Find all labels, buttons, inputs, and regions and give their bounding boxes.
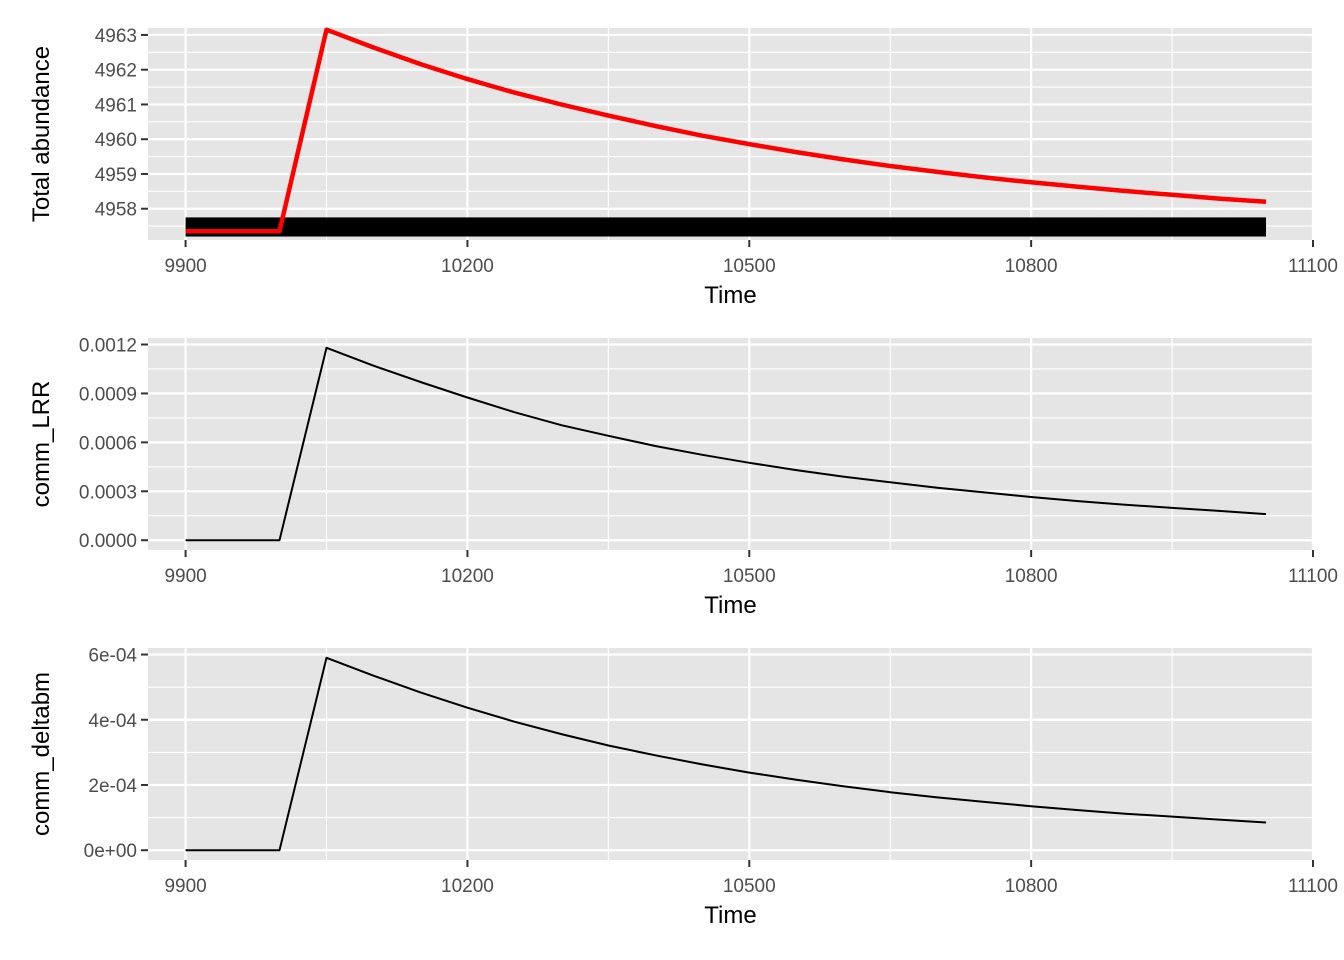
y-tick-label: 0.0000	[79, 531, 137, 552]
y-axis-title: comm_deltabm	[28, 672, 55, 836]
panel-1: 9900 10200 10500 10800 11100 4958 4959 4960 4961…	[28, 26, 1338, 309]
y-tick-label: 6e-04	[88, 646, 137, 667]
x-tick-label: 11100	[1288, 256, 1338, 277]
y-tick-label: 4962	[95, 61, 137, 82]
y-tick-label: 0.0003	[79, 482, 137, 503]
x-axis-title: Time	[704, 282, 756, 309]
x-axis-title: Time	[704, 902, 756, 929]
panel-3: 9900 10200 10500 10800 11100 0e+00 2e-04 4e-04 6…	[28, 646, 1338, 929]
x-tick-label: 10800	[1005, 256, 1058, 277]
x-tick-label: 10200	[441, 876, 494, 897]
series-line-comm-deltabm	[185, 656, 1267, 852]
y-tick-label: 4958	[95, 200, 137, 221]
x-tick-label: 11100	[1288, 876, 1338, 897]
x-tick-label: 10200	[441, 256, 494, 277]
x-tick-label: 11100	[1288, 566, 1338, 587]
panel-background	[148, 648, 1313, 860]
x-tick-label: 9900	[164, 566, 206, 587]
y-tick-label: 0.0009	[79, 384, 137, 405]
x-tick-label: 10500	[723, 566, 776, 587]
y-tick-label: 4959	[95, 165, 137, 186]
x-tick-label: 10200	[441, 566, 494, 587]
x-axis-title: Time	[704, 592, 756, 619]
y-tick-label: 0.0006	[79, 433, 137, 454]
x-tick-label: 10800	[1005, 566, 1058, 587]
y-axis-title: comm_LRR	[28, 381, 55, 508]
x-tick-label: 10500	[723, 256, 776, 277]
y-tick-label: 2e-04	[88, 776, 137, 797]
y-tick-label: 4961	[95, 95, 137, 116]
x-tick-label: 10800	[1005, 876, 1058, 897]
panel-background	[148, 338, 1313, 550]
y-tick-label: 4e-04	[88, 711, 137, 732]
y-tick-label: 4960	[95, 130, 137, 151]
x-tick-label: 9900	[164, 256, 206, 277]
x-tick-label: 9900	[164, 876, 206, 897]
y-tick-label: 0.0012	[79, 336, 137, 357]
y-tick-label: 0e+00	[84, 841, 137, 862]
series-line-total	[185, 27, 1267, 234]
y-axis-title: Total abundance	[28, 46, 55, 222]
abundance-band	[185, 217, 1267, 237]
series-line-comm-lrr	[185, 346, 1267, 542]
panel-background	[148, 28, 1313, 240]
panel-2: 9900 10200 10500 10800 11100 0.0000 0.0003 0.00…	[28, 336, 1338, 619]
y-tick-label: 4963	[95, 26, 137, 47]
x-tick-label: 10500	[723, 876, 776, 897]
